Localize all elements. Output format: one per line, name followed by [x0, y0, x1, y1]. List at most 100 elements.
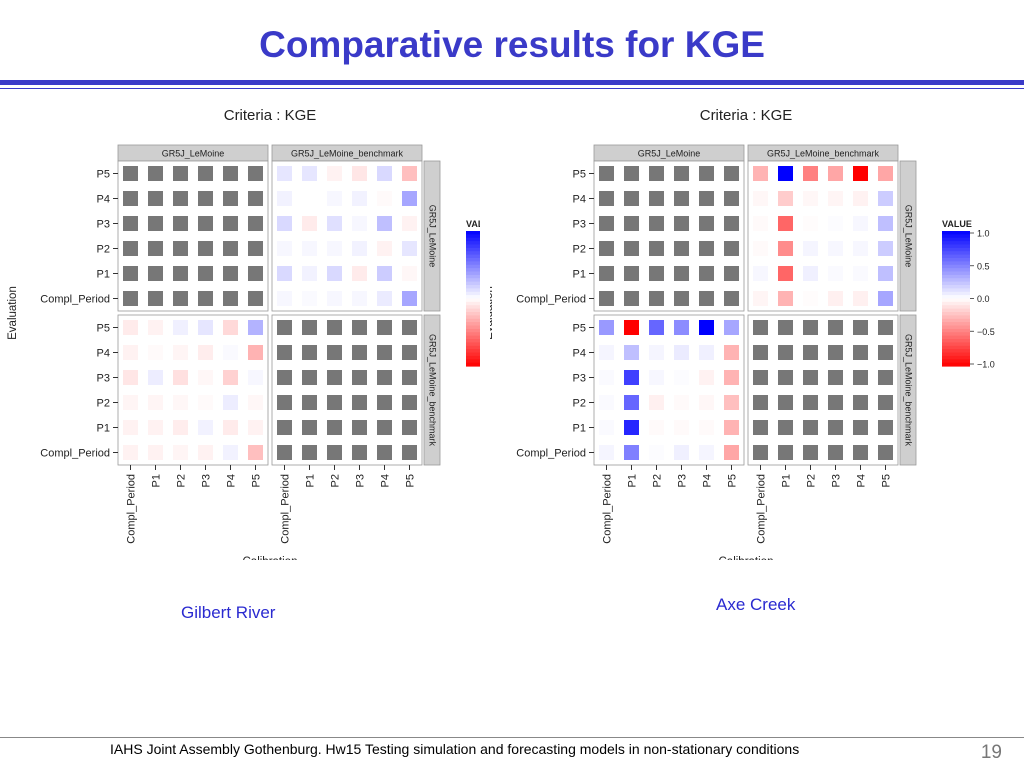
heatmap-cell	[302, 241, 317, 256]
heatmap-cell-na	[828, 370, 843, 385]
heatmap-cell	[327, 191, 342, 206]
heatmap-cell	[302, 216, 317, 231]
legend-swatch	[942, 237, 970, 242]
row-strip	[899, 314, 917, 466]
legend-swatch	[942, 231, 970, 235]
heatmap-cell-na	[599, 266, 614, 281]
panel-frame	[117, 314, 269, 466]
heatmap-cell	[198, 445, 213, 460]
row-strip-label: GR5J_LeMoine	[428, 205, 438, 268]
heatmap-cell-na	[699, 241, 714, 256]
heatmap-cell-na	[649, 241, 664, 256]
heatmap-cell	[624, 420, 639, 435]
y-tick-label: P3	[97, 373, 110, 385]
heatmap-cell	[828, 291, 843, 306]
heatmap-cell-na	[753, 320, 768, 335]
y-tick-label: P2	[97, 244, 110, 256]
heatmap-cell	[327, 266, 342, 281]
heatmap-cell	[649, 345, 664, 360]
chart-title: Criteria : KGE	[224, 107, 317, 124]
heatmap-cell-na	[674, 191, 689, 206]
legend-swatch	[942, 285, 970, 289]
x-tick-label: P4	[380, 474, 392, 487]
heatmap-cell	[828, 241, 843, 256]
legend-title: VALUE	[466, 219, 480, 229]
legend-swatch	[942, 254, 970, 259]
legend-swatch	[942, 268, 970, 273]
heatmap-cell-na	[352, 445, 367, 460]
heatmap-cell-na	[173, 166, 188, 181]
heatmap-cell-na	[352, 395, 367, 410]
y-tick-label: P1	[97, 269, 110, 281]
heatmap-cell	[828, 216, 843, 231]
x-tick-label: Compl_Period	[126, 474, 138, 544]
heatmap-cell	[778, 216, 793, 231]
legend-swatch	[466, 322, 480, 327]
heatmap-cell	[223, 420, 238, 435]
heatmap-cell	[352, 266, 367, 281]
heatmap-cell	[148, 445, 163, 460]
chart-title: Criteria : KGE	[700, 107, 793, 124]
heatmap-cell-na	[699, 191, 714, 206]
legend-swatch	[942, 278, 970, 283]
heatmap-cell-na	[699, 291, 714, 306]
heatmap-cell-na	[878, 345, 893, 360]
legend-tick-label: 0.5	[977, 261, 990, 271]
heatmap-cell-na	[248, 191, 263, 206]
heatmap-cell-na	[123, 216, 138, 231]
heatmap-cell-na	[699, 166, 714, 181]
heatmap-cell	[248, 370, 263, 385]
legend-tick-label: 1.0	[977, 229, 990, 239]
heatmap-cell	[377, 291, 392, 306]
heatmap-cell-na	[302, 420, 317, 435]
heatmap-cell-na	[649, 216, 664, 231]
x-tick-label: P3	[831, 474, 843, 487]
heatmap-cell	[173, 445, 188, 460]
legend-swatch	[466, 349, 480, 354]
legend-swatch	[466, 359, 480, 364]
legend-swatch	[466, 241, 480, 246]
panel-frame	[117, 160, 269, 312]
x-tick-label: P1	[151, 474, 163, 487]
panel-frame	[747, 314, 899, 466]
legend-swatch	[942, 291, 970, 296]
heatmap-cell	[724, 320, 739, 335]
x-tick-label: Compl_Period	[756, 474, 768, 544]
row-strip-label: GR5J_LeMoine_benchmark	[428, 334, 438, 447]
heatmap-cell-na	[753, 445, 768, 460]
heatmap-cell-na	[828, 395, 843, 410]
heatmap-cell	[699, 345, 714, 360]
x-tick-label: P5	[881, 474, 893, 487]
caption-gilbert-river: Gilbert River	[181, 603, 276, 622]
heatmap-cell-na	[803, 320, 818, 335]
heatmap-cell	[248, 395, 263, 410]
heatmap-cell	[878, 191, 893, 206]
heatmap-cell-na	[853, 320, 868, 335]
legend-swatch	[942, 244, 970, 249]
heatmap-cell-na	[599, 291, 614, 306]
heatmap-cell-na	[878, 370, 893, 385]
heatmap-cell	[599, 420, 614, 435]
legend-swatch	[466, 237, 480, 242]
heatmap-cell-na	[123, 191, 138, 206]
legend-swatch	[466, 258, 480, 262]
heatmap-cell	[724, 345, 739, 360]
heatmap-cell-na	[649, 166, 664, 181]
heatmap-cell-na	[402, 420, 417, 435]
heatmap-cell-na	[277, 420, 292, 435]
x-tick-label: P4	[702, 474, 714, 487]
heatmap-cell	[302, 166, 317, 181]
heatmap-cell	[148, 395, 163, 410]
heatmap-cell	[674, 445, 689, 460]
heatmap-cell	[248, 420, 263, 435]
heatmap-cell	[402, 191, 417, 206]
heatmap-cell	[277, 191, 292, 206]
heatmap-cell-na	[173, 216, 188, 231]
heatmap-cell-na	[327, 345, 342, 360]
heatmap-cell-na	[173, 266, 188, 281]
heatmap-cell	[803, 291, 818, 306]
heatmap-cell-na	[699, 266, 714, 281]
heatmap-cell-na	[724, 191, 739, 206]
heatmap-cell-na	[803, 445, 818, 460]
heatmap-cell-na	[302, 345, 317, 360]
